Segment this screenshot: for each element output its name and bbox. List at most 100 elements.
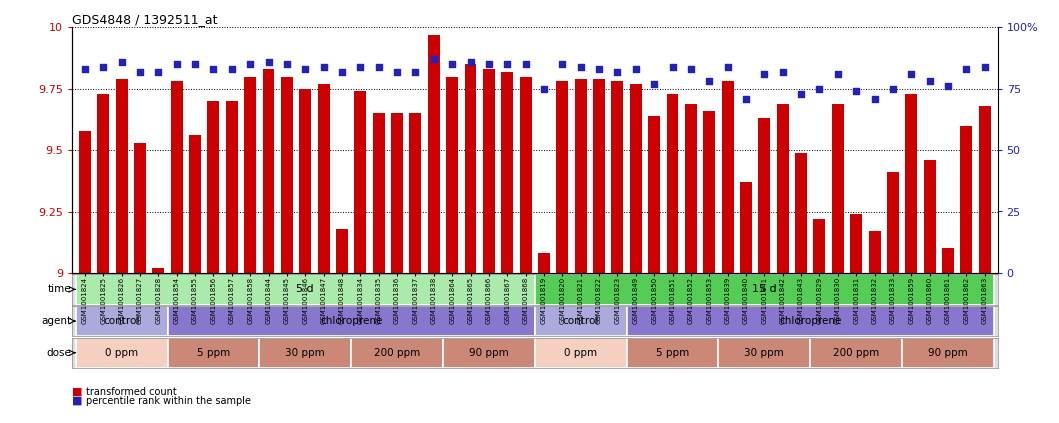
Point [792, 91, 809, 97]
Point [168, 61, 185, 68]
Bar [170, 82, 182, 273]
Bar [611, 82, 624, 273]
Bar [740, 182, 752, 273]
Point [921, 78, 938, 85]
Bar [627, 306, 994, 336]
Point [316, 63, 333, 70]
Bar [446, 77, 459, 273]
Text: GDS4848 / 1392511_at: GDS4848 / 1392511_at [72, 14, 217, 26]
Text: percentile rank within the sample: percentile rank within the sample [86, 396, 251, 406]
Point [701, 78, 718, 85]
Bar [666, 94, 679, 273]
Bar [685, 104, 697, 273]
Bar [75, 274, 535, 305]
Bar [575, 79, 587, 273]
Text: 5 ppm: 5 ppm [656, 348, 689, 358]
Point [847, 88, 864, 95]
Bar [428, 35, 439, 273]
Point [261, 58, 277, 65]
Text: ■: ■ [72, 396, 83, 406]
Point [352, 63, 369, 70]
Bar [630, 84, 642, 273]
Bar [535, 338, 627, 368]
Point [646, 80, 663, 87]
Bar [75, 306, 167, 336]
Text: chloroprene: chloroprene [779, 316, 842, 326]
Bar [850, 214, 862, 273]
Point [866, 95, 883, 102]
Bar [152, 268, 164, 273]
Bar [831, 104, 844, 273]
Bar [300, 89, 311, 273]
Bar [134, 143, 146, 273]
Bar [813, 219, 825, 273]
Bar [410, 113, 421, 273]
Point [902, 71, 919, 77]
Point [297, 66, 313, 73]
Bar [979, 106, 990, 273]
Bar [648, 116, 660, 273]
Point [241, 61, 258, 68]
Point [76, 66, 93, 73]
Point [186, 61, 203, 68]
Point [499, 61, 516, 68]
Bar [593, 79, 605, 273]
Point [591, 66, 608, 73]
Bar [776, 104, 789, 273]
Point [682, 66, 699, 73]
Text: 30 ppm: 30 ppm [285, 348, 325, 358]
Bar [758, 118, 770, 273]
Point [627, 66, 644, 73]
Point [481, 61, 498, 68]
Point [426, 56, 443, 63]
Bar [281, 77, 293, 273]
Bar [336, 229, 348, 273]
Point [113, 58, 130, 65]
Point [536, 85, 553, 92]
Point [462, 58, 479, 65]
Point [334, 68, 351, 75]
Point [756, 71, 773, 77]
Text: 5 d: 5 d [297, 284, 315, 294]
Text: 0 ppm: 0 ppm [564, 348, 597, 358]
Bar [887, 172, 899, 273]
Point [389, 68, 406, 75]
Text: 5 ppm: 5 ppm [197, 348, 230, 358]
Bar [923, 160, 935, 273]
Bar [627, 338, 718, 368]
Point [609, 68, 626, 75]
Point [371, 63, 388, 70]
Point [829, 71, 846, 77]
Point [94, 63, 111, 70]
Point [884, 85, 901, 92]
Bar [208, 101, 219, 273]
Point [811, 85, 828, 92]
Bar [902, 338, 994, 368]
Bar [352, 338, 443, 368]
Point [554, 61, 571, 68]
Text: 90 ppm: 90 ppm [469, 348, 508, 358]
Text: control: control [104, 316, 140, 326]
Text: time: time [48, 284, 72, 294]
Text: dose: dose [47, 348, 72, 358]
Bar [443, 338, 535, 368]
Bar [538, 253, 550, 273]
Point [737, 95, 754, 102]
Bar [263, 69, 274, 273]
Bar [703, 111, 715, 273]
Bar [79, 131, 91, 273]
Bar [259, 338, 352, 368]
Bar [535, 274, 994, 305]
Point [279, 61, 295, 68]
Point [774, 68, 791, 75]
Point [958, 66, 975, 73]
Bar [721, 82, 734, 273]
Point [939, 83, 956, 90]
Bar [167, 338, 259, 368]
Point [223, 66, 240, 73]
Point [976, 63, 993, 70]
Bar [115, 79, 127, 273]
Bar [943, 248, 954, 273]
Point [517, 61, 534, 68]
Bar [245, 77, 256, 273]
